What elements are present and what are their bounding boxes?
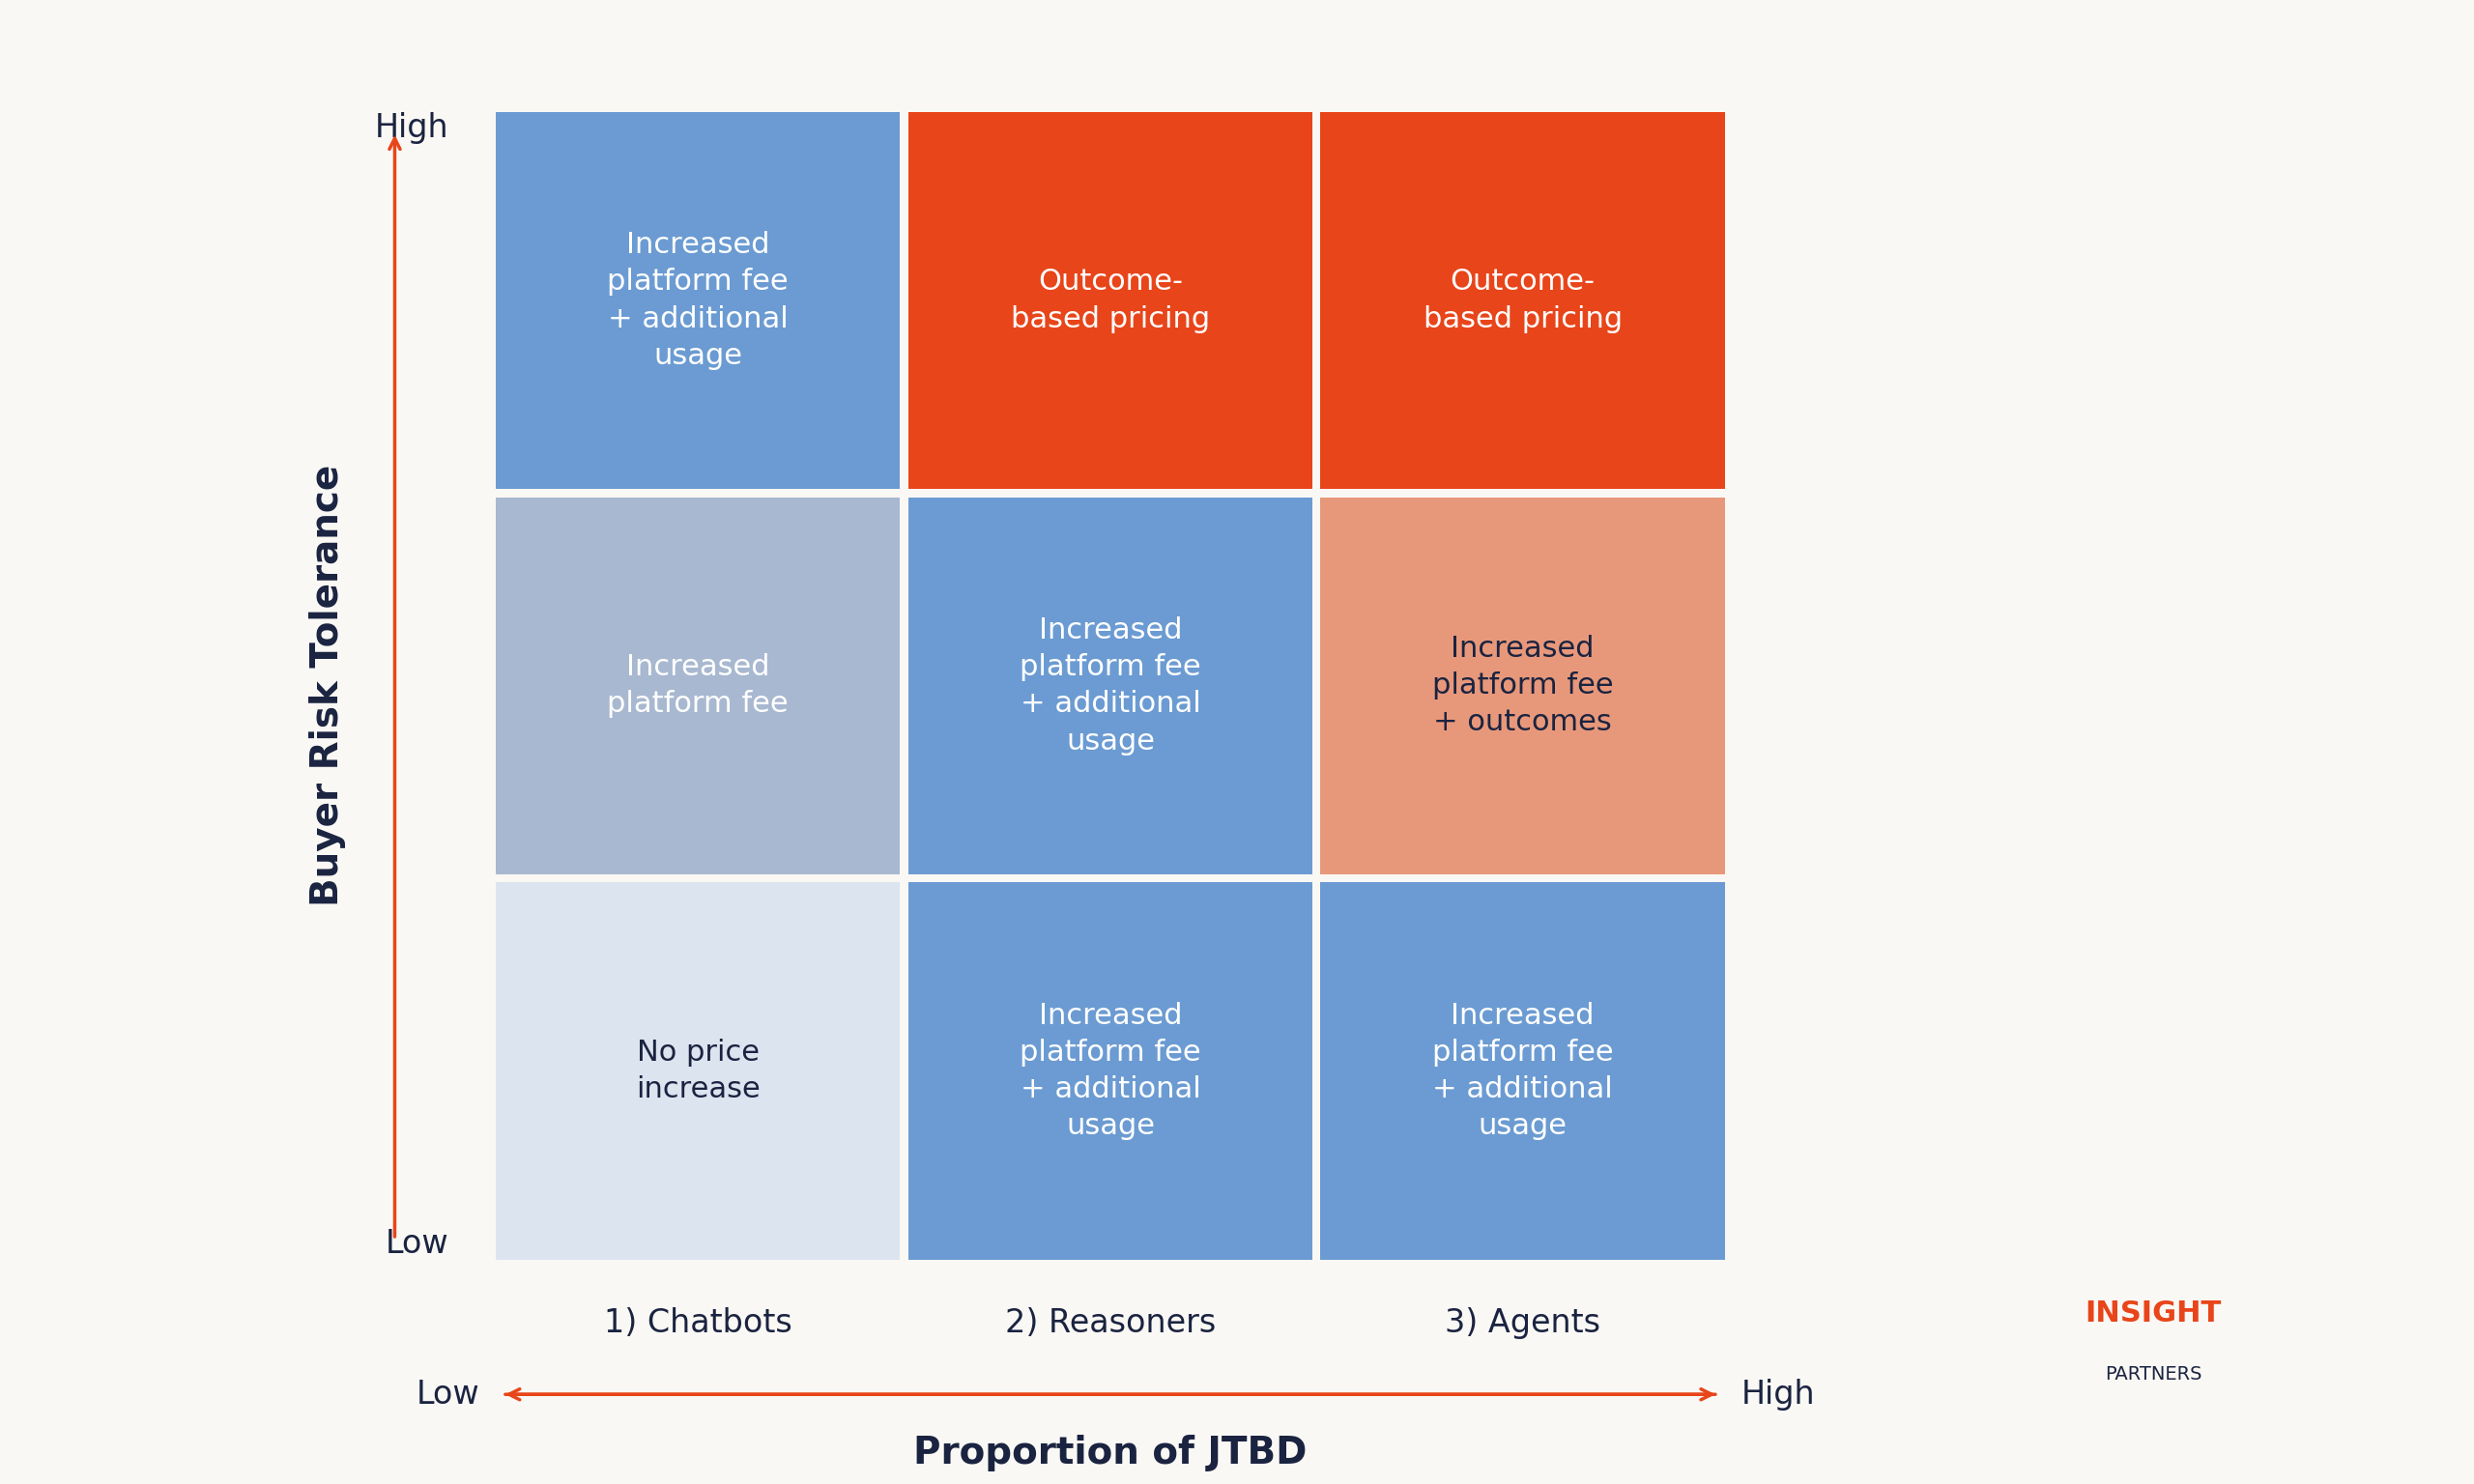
- Bar: [1321, 111, 1724, 490]
- Bar: [908, 497, 1314, 874]
- Text: Low: Low: [416, 1379, 480, 1410]
- Text: High: High: [1742, 1379, 1816, 1410]
- Text: Low: Low: [386, 1227, 448, 1260]
- Bar: [495, 111, 901, 490]
- Text: Proportion of JTBD: Proportion of JTBD: [913, 1435, 1306, 1472]
- Text: PARTNERS: PARTNERS: [2105, 1365, 2202, 1383]
- Text: Increased
platform fee
+ additional
usage: Increased platform fee + additional usag…: [606, 232, 789, 370]
- Bar: [908, 111, 1314, 490]
- Text: 1) Chatbots: 1) Chatbots: [604, 1307, 792, 1339]
- Bar: [495, 497, 901, 874]
- Text: High: High: [374, 111, 448, 144]
- Text: Buyer Risk Tolerance: Buyer Risk Tolerance: [309, 464, 346, 907]
- Text: Increased
platform fee
+ additional
usage: Increased platform fee + additional usag…: [1432, 1002, 1613, 1140]
- Bar: [1321, 497, 1724, 874]
- Text: 2) Reasoners: 2) Reasoners: [1004, 1307, 1215, 1339]
- Text: Outcome-
based pricing: Outcome- based pricing: [1012, 269, 1210, 332]
- Text: Increased
platform fee: Increased platform fee: [606, 653, 789, 718]
- Text: Outcome-
based pricing: Outcome- based pricing: [1423, 269, 1623, 332]
- Bar: [495, 883, 901, 1260]
- Text: Increased
platform fee
+ outcomes: Increased platform fee + outcomes: [1432, 635, 1613, 736]
- Text: Increased
platform fee
+ additional
usage: Increased platform fee + additional usag…: [1019, 1002, 1200, 1140]
- Text: Increased
platform fee
+ additional
usage: Increased platform fee + additional usag…: [1019, 616, 1200, 755]
- Bar: [908, 883, 1314, 1260]
- Text: No price
increase: No price increase: [636, 1039, 760, 1104]
- Text: 3) Agents: 3) Agents: [1445, 1307, 1601, 1339]
- Bar: [1321, 883, 1724, 1260]
- Text: INSIGHT: INSIGHT: [2086, 1298, 2222, 1327]
